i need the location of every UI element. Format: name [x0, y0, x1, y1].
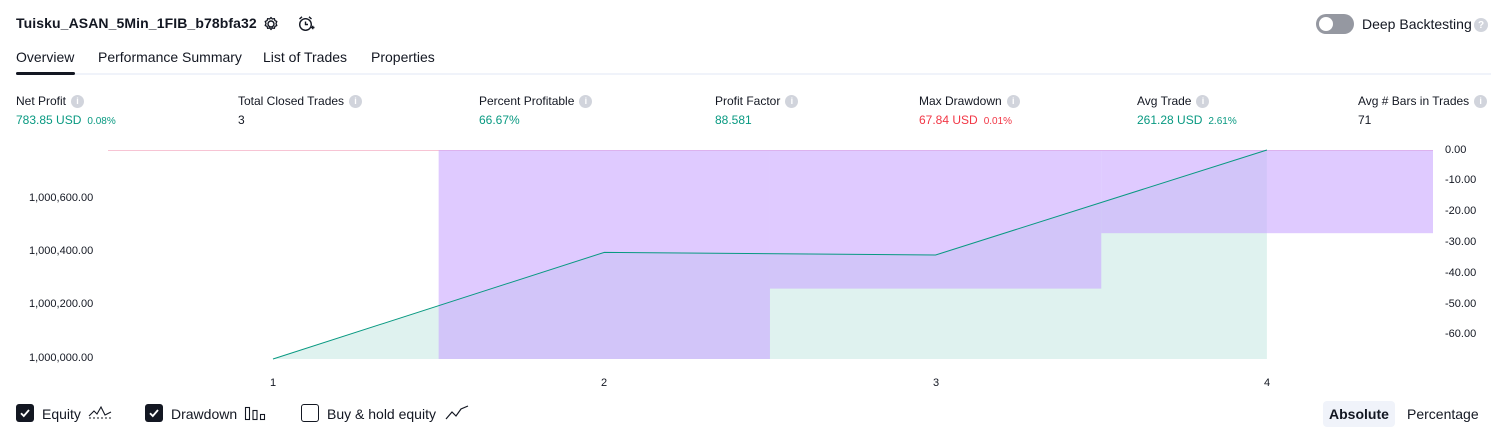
metric-value-avg-bars: 71 — [1358, 113, 1371, 127]
equity-checkbox-label[interactable]: Equity — [42, 406, 81, 422]
metric-label-text: Percent Profitable — [479, 94, 575, 108]
info-icon[interactable]: i — [1196, 94, 1210, 108]
right-axis-tick-label: -30.00 — [1445, 236, 1477, 248]
deep-backtesting-toggle[interactable] — [1316, 14, 1354, 34]
metric-sub-value: 0.01% — [983, 116, 1013, 127]
right-axis-tick-label: -10.00 — [1445, 174, 1477, 186]
right-axis-tick-label: -60.00 — [1445, 328, 1477, 340]
tab-list-of-trades[interactable]: List of Trades — [263, 49, 348, 65]
x-tick-label: 4 — [1264, 377, 1271, 389]
metric-label-text: Net Profit — [16, 94, 67, 108]
right-axis-tick-label: -20.00 — [1445, 205, 1477, 217]
absolute-mode-button[interactable]: Absolute — [1323, 401, 1395, 427]
metric-value-percent-profitable: 66.67% — [479, 113, 520, 127]
tab-properties[interactable]: Properties — [371, 49, 435, 65]
metric-label-total-closed-trades: Total Closed Trades i — [238, 94, 363, 108]
metric-value-max-drawdown: 67.84 USD 0.01% — [919, 113, 1012, 127]
metric-value-text: 261.28 USD — [1137, 113, 1203, 127]
buy-hold-line-icon — [445, 405, 469, 426]
metric-label-avg-bars: Avg # Bars in Trades i — [1358, 94, 1488, 108]
info-icon[interactable]: i — [349, 94, 363, 108]
buy-hold-checkbox[interactable] — [301, 404, 319, 422]
info-icon[interactable]: i — [1474, 94, 1488, 108]
metric-value-profit-factor: 88.581 — [715, 113, 752, 127]
drawdown-bar — [438, 150, 770, 359]
metric-label-text: Profit Factor — [715, 94, 781, 108]
alarm-add-icon[interactable] — [296, 14, 316, 34]
equity-line-icon — [88, 405, 112, 426]
drawdown-bar — [1101, 150, 1433, 234]
metric-value-text: 88.581 — [715, 113, 752, 127]
percentage-mode-button[interactable]: Percentage — [1407, 406, 1479, 422]
metric-value-avg-trade: 261.28 USD 2.61% — [1137, 113, 1237, 127]
equity-line — [272, 149, 1268, 360]
metric-value-total-closed-trades: 3 — [238, 113, 245, 127]
metric-label-percent-profitable: Percent Profitable i — [479, 94, 593, 108]
metric-label-text: Max Drawdown — [919, 94, 1002, 108]
x-tick-label: 2 — [601, 377, 608, 389]
metric-sub-value: 0.08% — [87, 116, 116, 127]
left-axis-tick-label: 1,000,200.00 — [29, 298, 94, 310]
tabs-divider — [16, 73, 1491, 75]
metric-value-text: 3 — [238, 113, 245, 127]
metric-value-text: 783.85 USD — [16, 113, 82, 127]
strategy-title: Tuisku_ASAN_5Min_1FIB_b78bfa32 — [16, 15, 257, 31]
metric-value-text: 71 — [1358, 113, 1372, 127]
tab-performance-summary[interactable]: Performance Summary — [98, 49, 242, 65]
x-tick-label: 1 — [270, 377, 277, 389]
equity-drawdown-chart[interactable] — [0, 140, 1507, 375]
metric-sub-value: 2.61% — [1208, 116, 1237, 127]
left-axis-tick-label: 1,000,400.00 — [29, 245, 94, 257]
x-tick-label: 3 — [933, 377, 940, 389]
info-icon[interactable]: i — [785, 94, 799, 108]
drawdown-bars-icon — [244, 405, 268, 426]
drawdown-bar — [769, 150, 1102, 289]
deep-backtesting-label: Deep Backtesting — [1362, 16, 1472, 32]
metric-value-text: 66.67% — [479, 113, 520, 127]
right-axis-tick-label: -40.00 — [1445, 267, 1477, 279]
metric-label-net-profit: Net Profit i — [16, 94, 85, 108]
info-icon[interactable]: i — [579, 94, 593, 108]
metric-label-avg-trade: Avg Trade i — [1137, 94, 1210, 108]
equity-checkbox[interactable] — [16, 404, 34, 422]
metric-value-net-profit: 783.85 USD 0.08% — [16, 113, 116, 127]
left-axis-tick-label: 1,000,000.00 — [29, 352, 94, 364]
metric-label-profit-factor: Profit Factor i — [715, 94, 799, 108]
info-icon[interactable]: i — [71, 94, 85, 108]
right-axis-tick-label: 0.00 — [1445, 144, 1467, 156]
metric-label-text: Avg Trade — [1137, 94, 1192, 108]
metric-label-text: Avg # Bars in Trades — [1358, 94, 1470, 108]
right-axis-tick-label: -50.00 — [1445, 298, 1477, 310]
info-icon[interactable]: i — [1006, 94, 1020, 108]
metric-value-text: 67.84 USD — [919, 113, 978, 127]
help-icon[interactable]: ? — [1474, 18, 1488, 32]
drawdown-checkbox-label[interactable]: Drawdown — [171, 406, 238, 422]
metric-label-text: Total Closed Trades — [238, 94, 345, 108]
buy-hold-checkbox-label[interactable]: Buy & hold equity — [327, 406, 436, 422]
left-axis-tick-label: 1,000,600.00 — [29, 192, 94, 204]
tab-overview[interactable]: Overview — [16, 49, 75, 65]
active-tab-indicator — [16, 72, 75, 75]
drawdown-checkbox[interactable] — [145, 404, 163, 422]
settings-gear-icon[interactable] — [261, 14, 281, 34]
metric-label-max-drawdown: Max Drawdown i — [919, 94, 1020, 108]
